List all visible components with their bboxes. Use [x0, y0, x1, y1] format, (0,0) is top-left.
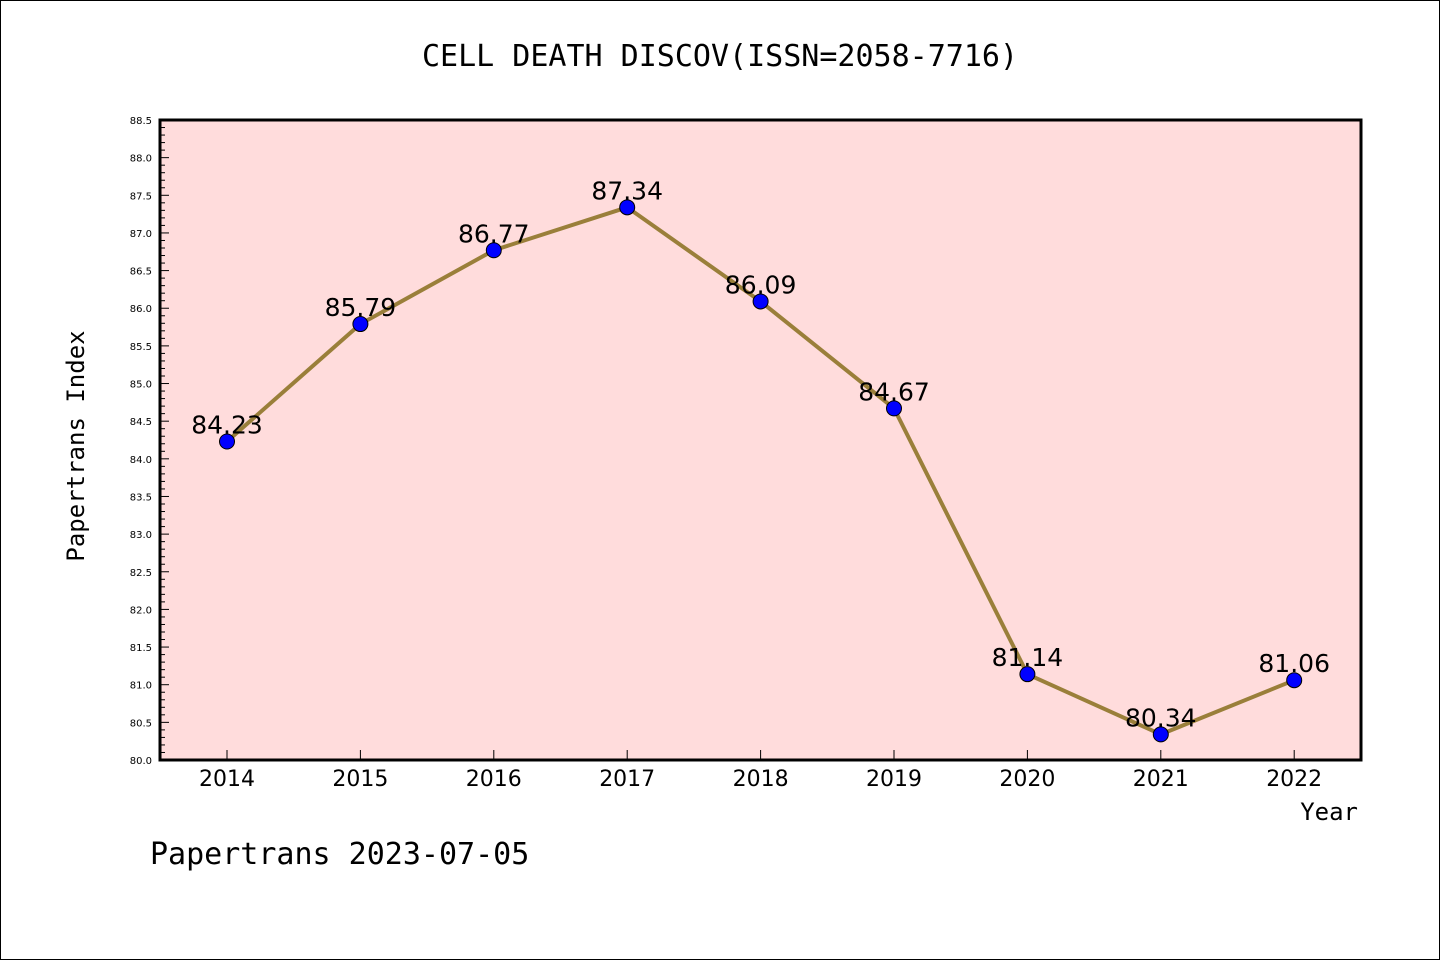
x-tick-label: 2020	[999, 767, 1055, 792]
y-tick-label: 87.0	[130, 229, 152, 240]
y-tick-label: 86.5	[130, 267, 152, 278]
y-tick-label: 84.0	[130, 455, 152, 466]
y-tick-label: 88.5	[130, 116, 152, 127]
data-label: 86.09	[725, 270, 797, 299]
y-tick-label: 85.5	[130, 342, 152, 353]
data-point	[1019, 666, 1036, 683]
data-label: 84.23	[191, 411, 263, 440]
data-markers	[219, 199, 1303, 743]
data-point	[485, 242, 502, 259]
y-axis-ticks: 80.0 80.5 81.0 81.5 82.0 82.5 83.0 83.5 84.0 84.5…	[130, 116, 169, 767]
data-label: 84.67	[858, 377, 930, 406]
x-tick-label: 2017	[599, 767, 655, 792]
data-label: 86.77	[458, 219, 530, 248]
data-point	[886, 400, 902, 417]
y-tick-label: 80.0	[130, 756, 152, 767]
data-labels: 84.23 85.79 86.77 87.34 86.09 84.67 81.14 80.34…	[191, 176, 1330, 732]
y-tick-label: 82.0	[130, 605, 152, 616]
y-tick-label: 81.5	[130, 643, 152, 654]
data-point	[352, 316, 369, 333]
y-tick-label: 87.5	[130, 191, 152, 202]
data-label: 85.79	[325, 293, 397, 322]
x-tick-label: 2021	[1133, 767, 1189, 792]
plot-area	[158, 118, 1363, 762]
data-point	[1286, 672, 1303, 689]
y-tick-label: 80.5	[130, 718, 152, 729]
x-axis-label: Year	[1300, 798, 1358, 826]
x-tick-label: 2018	[733, 767, 789, 792]
y-axis-label: Papertrans Index	[62, 330, 90, 561]
data-label: 81.14	[992, 643, 1064, 672]
x-tick-label: 2019	[866, 767, 922, 792]
y-tick-label: 84.5	[130, 417, 152, 428]
data-point	[752, 293, 769, 310]
x-tick-label: 2014	[199, 767, 255, 792]
footer-text: Papertrans 2023-07-05	[150, 837, 529, 872]
data-point	[219, 433, 235, 450]
y-tick-label: 83.0	[130, 530, 152, 541]
y-tick-label: 82.5	[130, 568, 152, 579]
x-tick-label: 2016	[466, 767, 522, 792]
x-tick-label: 2022	[1266, 767, 1322, 792]
chart-title: CELL DEATH DISCOV(ISSN=2058-7716)	[422, 39, 1018, 74]
y-tick-label: 86.0	[130, 304, 152, 315]
y-tick-label: 85.0	[130, 380, 152, 391]
data-label: 80.34	[1125, 703, 1197, 732]
y-tick-label: 83.5	[130, 492, 152, 503]
data-point	[1152, 726, 1169, 743]
x-tick-label: 2015	[332, 767, 388, 792]
data-label: 81.06	[1258, 649, 1330, 678]
data-label: 87.34	[591, 176, 663, 205]
data-point	[619, 199, 636, 216]
y-tick-label: 88.0	[130, 154, 152, 165]
x-axis-ticks: 2014 2015 2016 2017 2018 2019 2020 2021 2022	[199, 750, 1322, 792]
y-tick-label: 81.0	[130, 681, 152, 692]
